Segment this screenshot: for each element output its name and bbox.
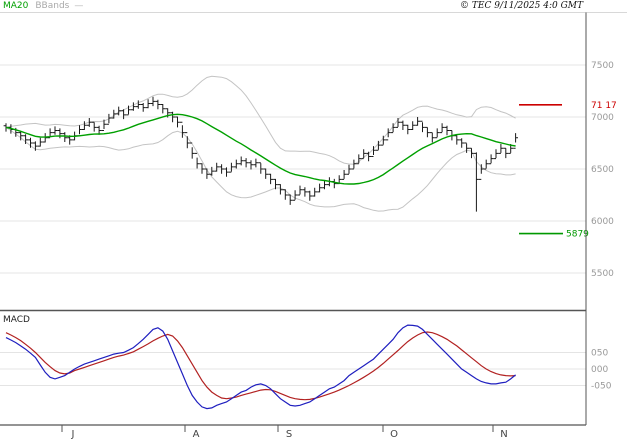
chart-header: MA20 BBands —: [3, 0, 83, 12]
bbands-legend-label: BBands: [35, 1, 70, 11]
price-tick-label: 7000: [591, 113, 614, 123]
ma20-legend-label: MA20: [3, 1, 29, 11]
support-price-label: 5879: [566, 230, 589, 240]
macd-tick-label: 000: [591, 365, 608, 375]
bollinger-lower-band: [5, 126, 516, 212]
price-tick-label: 5500: [591, 269, 614, 279]
resistance-price-label: 71 17: [591, 101, 617, 111]
month-label: J: [71, 429, 75, 440]
month-label: O: [390, 429, 398, 440]
month-label: S: [286, 429, 292, 440]
price-tick-label: 6000: [591, 217, 614, 227]
macd-line: [5, 324, 516, 410]
macd-signal-line: [5, 331, 516, 401]
ohlc-bars: [3, 96, 518, 212]
bollinger-upper-band: [5, 75, 516, 165]
price-tick-label: 6500: [591, 165, 614, 175]
month-label: A: [193, 429, 200, 440]
macd-tick-label: 050: [591, 349, 608, 359]
ma20-line: [5, 113, 516, 185]
macd-panel-label: MACD: [3, 315, 30, 325]
copyright-text: © TEC 9/11/2025 4:0 GMT: [460, 1, 583, 11]
price-tick-label: 7500: [591, 61, 614, 71]
macd-tick-label: -050: [591, 382, 612, 392]
legend-dash-icon: —: [74, 1, 84, 11]
month-label: N: [500, 429, 507, 440]
